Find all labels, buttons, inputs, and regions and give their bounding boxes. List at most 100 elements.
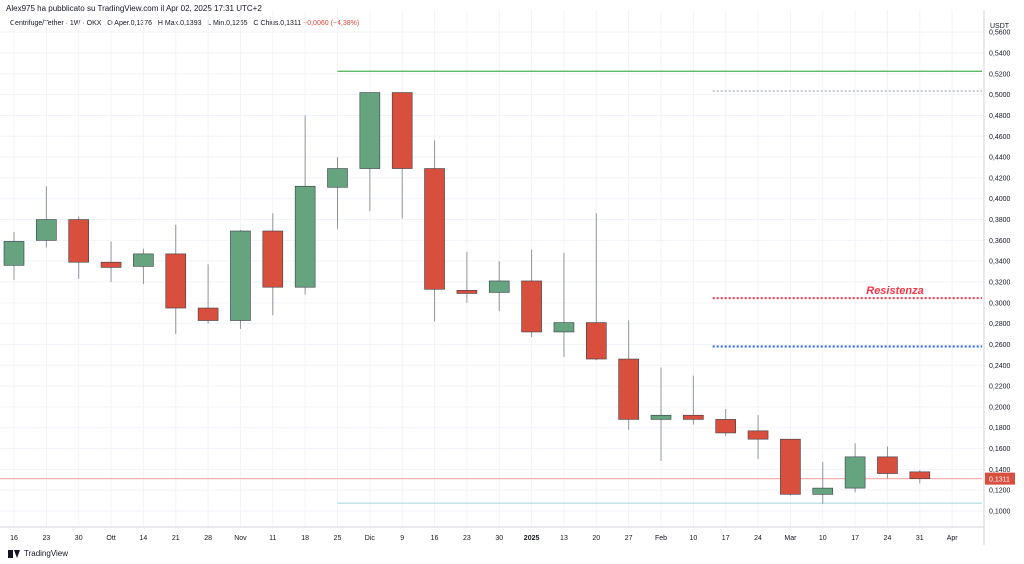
time-tick-label: Mar: [784, 535, 797, 542]
time-tick-label: 16: [431, 535, 439, 542]
time-tick-label: 21: [172, 535, 180, 542]
brand-name: TradingView: [24, 549, 69, 558]
price-tick-label: 0,3000: [989, 300, 1011, 307]
candles: [3, 92, 931, 504]
candle-body: [553, 322, 575, 333]
footer-brand: TradingView: [8, 549, 68, 558]
open-label: O: [107, 20, 113, 27]
candle-body: [359, 92, 381, 169]
candle-body: [715, 419, 737, 434]
time-tick-label: 14: [140, 535, 148, 542]
candle-body: [585, 322, 607, 360]
time-tick-label: 20: [592, 535, 600, 542]
publisher-header: Alex975 ha pubblicato su TradingView.com…: [6, 4, 262, 13]
time-tick-label: Apr: [947, 535, 959, 542]
price-tick-label: 0,1200: [989, 488, 1011, 495]
candle-body: [456, 290, 478, 294]
last-price-tag: [985, 472, 1015, 485]
price-tick-label: 0,3600: [989, 238, 1011, 245]
time-tick-label: 11: [269, 535, 276, 542]
candle-body: [133, 253, 154, 267]
price-tick-label: 0,3400: [989, 259, 1011, 266]
price-axis-ticks: 0,1000 0,1200 0,1400 0,1600 0,1800 0,2000 0,22…: [989, 30, 1011, 516]
candle-body: [780, 438, 801, 495]
price-tick-label: 0,2000: [989, 404, 1011, 411]
candle-body: [844, 456, 866, 489]
price-tick-label: 0,4600: [989, 134, 1011, 141]
candle-body: [650, 414, 672, 420]
time-tick-label: 10: [689, 535, 697, 542]
axes: USDT: [0, 10, 1010, 545]
candle-body: [909, 471, 931, 479]
drawing-lines: [0, 70, 982, 504]
time-tick-label: 30: [75, 535, 83, 542]
price-tick-label: 0,1400: [989, 467, 1011, 474]
time-tick-label: 28: [204, 535, 212, 542]
time-tick-label: 24: [754, 535, 762, 542]
time-tick-label: 31: [916, 535, 924, 542]
price-tick-label: 0,2200: [989, 384, 1011, 391]
price-tick-label: 0,2800: [989, 321, 1011, 328]
time-tick-label: 24: [884, 535, 892, 542]
open-value: Aper.0,1376: [114, 20, 153, 27]
close-label: C: [253, 20, 259, 27]
candle-body: [68, 219, 89, 263]
candle-body: [230, 230, 251, 321]
price-tick-label: 0,4400: [989, 155, 1011, 162]
grid: [0, 10, 984, 527]
time-tick-label: Nov: [234, 535, 247, 542]
time-tick-label: 10: [819, 535, 827, 542]
time-tick-label: 16: [10, 535, 18, 542]
price-tick-label: 0,5600: [989, 30, 1011, 37]
high-value: Max.0,1393: [164, 20, 202, 27]
tradingview-logo-icon: [8, 549, 20, 558]
time-tick-label: 9: [400, 535, 404, 542]
price-tick-label: 0,5200: [989, 71, 1011, 78]
time-tick-label: 23: [463, 535, 471, 542]
price-tick-label: 0,1600: [989, 446, 1011, 453]
candle-body: [747, 430, 769, 440]
time-tick-label: 17: [851, 535, 859, 542]
price-tick-label: 0,2600: [989, 342, 1011, 349]
resistance-label: Resistenza: [866, 285, 923, 297]
candle-body: [683, 414, 704, 420]
candle-body: [812, 487, 834, 495]
time-tick-label: 13: [560, 535, 568, 542]
high-label: H: [157, 20, 163, 27]
candle-body: [618, 358, 639, 420]
annotations: Resistenza 0,1311: [866, 285, 1015, 485]
candle-body: [391, 92, 413, 169]
time-tick-label: 2025: [524, 535, 540, 542]
time-axis-ticks: 16 23 30 Ott 14 21 28 Nov 11 18 25 Dic 9 16 23 30 2025 13…: [10, 535, 958, 542]
change-value: −0,0060 (−4,38%): [303, 20, 360, 27]
price-tick-label: 0,3800: [989, 217, 1011, 224]
time-tick-label: 27: [625, 535, 633, 542]
price-tick-label: 0,5000: [989, 92, 1011, 99]
candle-body: [3, 241, 25, 266]
price-tick-label: 0,4000: [989, 196, 1011, 203]
candle-body: [165, 253, 187, 309]
price-tick-label: 0,4800: [989, 113, 1011, 120]
price-tick-label: 0,2400: [989, 363, 1011, 370]
time-tick-label: 18: [301, 535, 309, 542]
last-price-label: 0,1311: [989, 477, 1010, 484]
candle-body: [488, 280, 510, 293]
low-label: L: [207, 20, 211, 27]
candle-body: [877, 456, 898, 474]
price-tick-label: 0,1000: [989, 509, 1011, 516]
time-tick-label: 25: [334, 535, 342, 542]
time-tick-label: 17: [722, 535, 730, 542]
time-tick-label: Feb: [655, 535, 667, 542]
time-tick-label: Dic: [365, 535, 376, 542]
low-value: Min.0,1265: [212, 20, 248, 27]
price-tick-label: 0,5400: [989, 51, 1011, 58]
price-tick-label: 0,3200: [989, 280, 1011, 287]
candle-body: [100, 261, 122, 268]
symbol-legend: Centrifuge/Tether · 1W · OKX O Aper.0,13…: [10, 20, 359, 27]
close-value: Chius.0,1311: [260, 20, 302, 27]
price-tick-label: 0,4200: [989, 175, 1011, 182]
price-tick-label: 0,1800: [989, 425, 1011, 432]
candle-body: [521, 280, 542, 333]
time-tick-label: 23: [42, 535, 50, 542]
